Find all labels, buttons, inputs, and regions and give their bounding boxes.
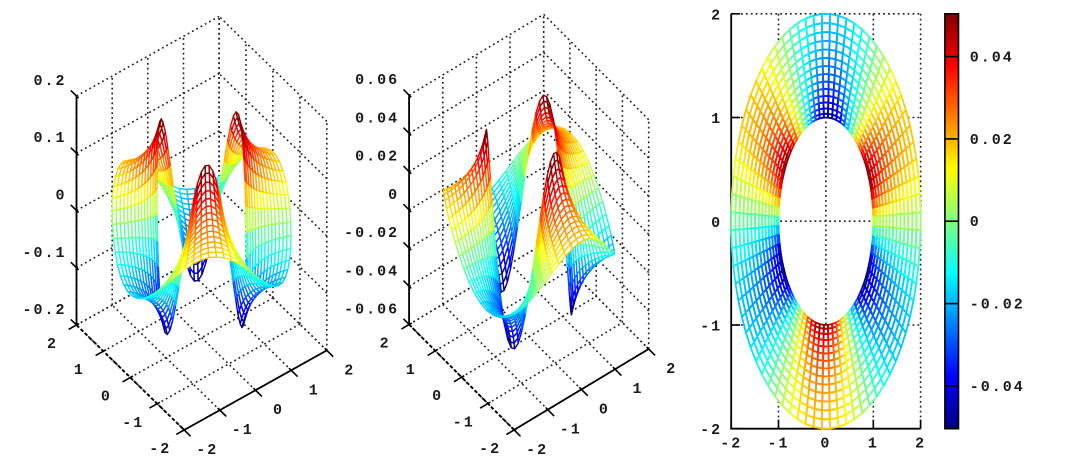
svg-text:0.06: 0.06	[355, 72, 399, 89]
svg-text:-0.2: -0.2	[22, 302, 66, 319]
svg-text:-2: -2	[149, 441, 171, 458]
svg-text:-0.04: -0.04	[344, 263, 399, 280]
svg-text:2: 2	[344, 362, 355, 379]
svg-text:0: 0	[273, 402, 284, 419]
svg-text:1: 1	[74, 362, 85, 379]
svg-text:2: 2	[47, 336, 58, 353]
svg-text:-0.06: -0.06	[344, 302, 399, 319]
svg-text:-0.1: -0.1	[22, 245, 66, 262]
svg-text:0: 0	[388, 187, 399, 204]
svg-text:0: 0	[820, 436, 831, 453]
svg-text:-2: -2	[700, 422, 722, 439]
svg-text:-2: -2	[196, 442, 218, 459]
svg-text:1: 1	[868, 436, 879, 453]
svg-text:0: 0	[599, 402, 610, 419]
svg-text:-1: -1	[232, 422, 254, 439]
svg-text:-0.04: -0.04	[970, 379, 1025, 396]
svg-text:0: 0	[101, 389, 112, 406]
svg-text:-0.02: -0.02	[344, 225, 399, 242]
svg-text:-2: -2	[720, 436, 742, 453]
svg-text:1: 1	[632, 381, 643, 398]
svg-text:-2: -2	[526, 442, 548, 459]
svg-text:1: 1	[406, 362, 417, 379]
svg-text:-2: -2	[479, 441, 501, 458]
svg-text:2: 2	[711, 7, 722, 24]
svg-text:-1: -1	[122, 415, 144, 432]
svg-text:2: 2	[666, 361, 677, 378]
svg-text:0.04: 0.04	[970, 50, 1014, 67]
svg-text:0.02: 0.02	[970, 132, 1014, 149]
svg-text:-0.02: -0.02	[970, 297, 1025, 314]
svg-text:0: 0	[970, 214, 981, 231]
svg-text:2: 2	[380, 336, 391, 353]
svg-text:0: 0	[55, 188, 66, 205]
svg-text:1: 1	[711, 111, 722, 128]
svg-text:0.04: 0.04	[355, 110, 399, 127]
svg-text:0.2: 0.2	[33, 73, 66, 90]
svg-text:-1: -1	[767, 436, 789, 453]
svg-text:2: 2	[915, 436, 926, 453]
svg-text:0: 0	[711, 215, 722, 232]
svg-text:-1: -1	[560, 422, 582, 439]
svg-text:-1: -1	[453, 415, 475, 432]
svg-text:0.1: 0.1	[33, 130, 66, 147]
svg-text:0.02: 0.02	[355, 149, 399, 166]
svg-text:0: 0	[432, 388, 443, 405]
svg-text:-1: -1	[700, 319, 722, 336]
svg-text:1: 1	[309, 382, 320, 399]
